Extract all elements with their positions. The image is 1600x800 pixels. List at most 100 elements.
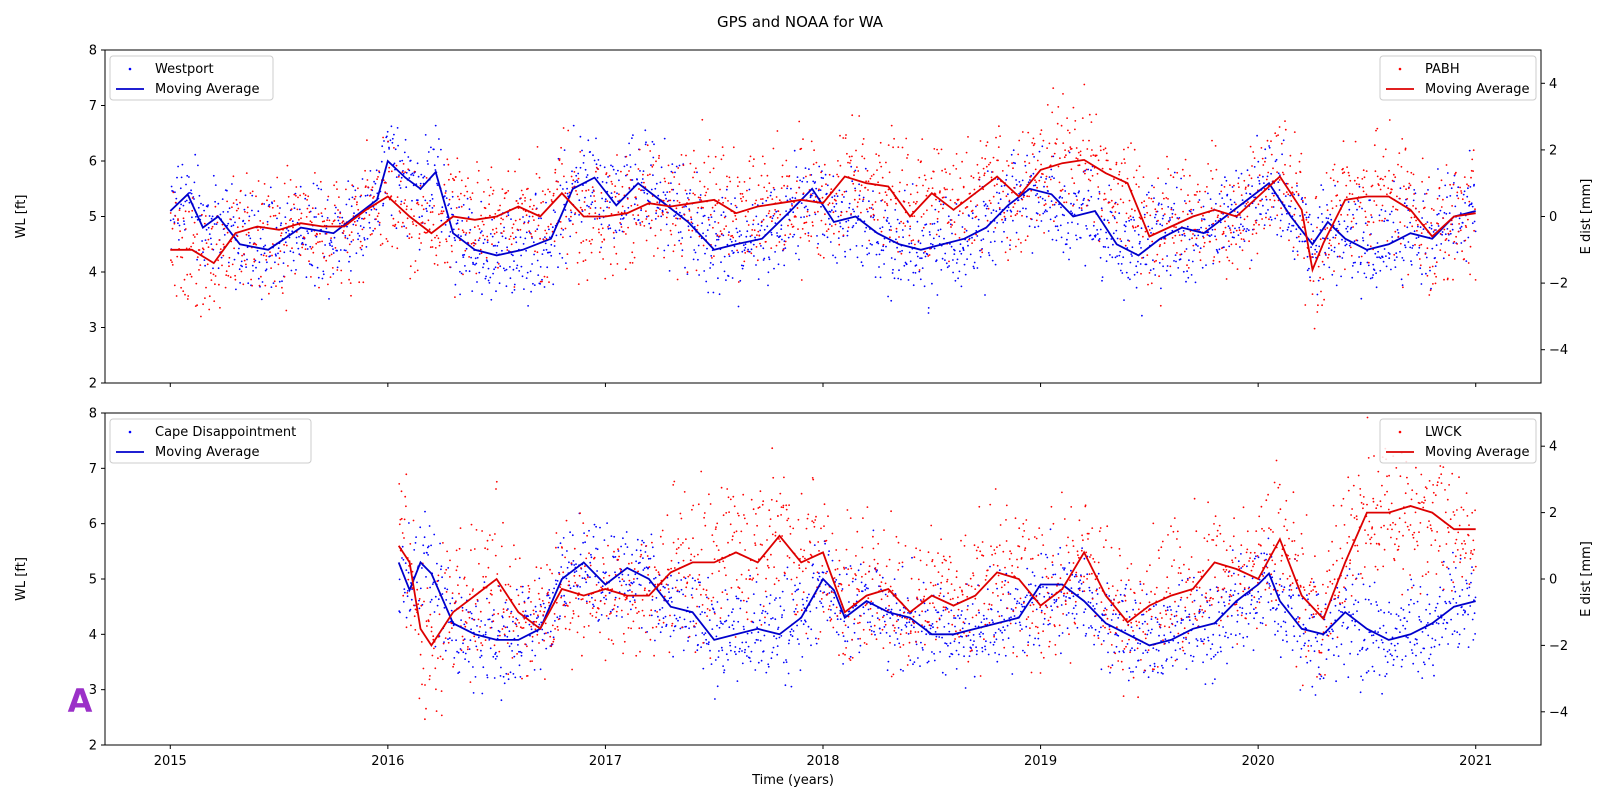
data-point xyxy=(1084,162,1087,165)
data-point xyxy=(1358,185,1361,188)
data-point xyxy=(1387,252,1390,254)
data-point xyxy=(890,257,893,259)
data-point xyxy=(594,212,597,215)
data-point xyxy=(1358,205,1361,208)
data-point xyxy=(1295,236,1298,239)
data-point xyxy=(1075,234,1077,237)
data-point xyxy=(1421,273,1423,276)
data-point xyxy=(987,207,990,210)
data-point xyxy=(1278,126,1281,128)
data-point xyxy=(584,196,586,199)
data-point xyxy=(742,264,745,267)
data-point xyxy=(541,253,544,256)
data-point xyxy=(1060,124,1063,127)
data-point xyxy=(1183,200,1186,202)
data-point xyxy=(569,209,572,212)
data-point xyxy=(390,170,393,173)
data-point xyxy=(246,258,248,261)
data-point xyxy=(451,191,454,193)
data-point xyxy=(1174,234,1177,237)
data-point xyxy=(1314,253,1316,255)
data-point xyxy=(1115,229,1118,232)
data-point xyxy=(607,226,609,228)
data-point xyxy=(304,248,307,251)
data-point xyxy=(756,234,758,237)
data-point xyxy=(372,197,374,199)
data-point xyxy=(443,641,445,643)
data-point xyxy=(1438,195,1441,197)
data-point xyxy=(1423,206,1426,209)
data-point xyxy=(884,209,887,212)
data-point xyxy=(457,672,459,674)
data-point xyxy=(359,225,362,227)
data-point xyxy=(1354,140,1357,143)
data-point xyxy=(520,254,522,257)
data-point xyxy=(916,220,919,223)
data-point xyxy=(1105,152,1108,155)
data-point xyxy=(1146,254,1149,256)
data-point xyxy=(600,234,603,236)
data-point xyxy=(344,236,347,239)
data-point xyxy=(551,226,554,229)
data-point xyxy=(1292,250,1294,253)
data-point xyxy=(923,174,926,177)
data-point xyxy=(766,196,769,199)
data-point xyxy=(507,170,510,173)
data-point xyxy=(1442,217,1445,220)
data-point xyxy=(623,165,626,168)
data-point xyxy=(707,643,710,646)
data-point xyxy=(310,221,313,224)
data-point xyxy=(245,266,248,268)
data-point xyxy=(466,190,469,193)
data-point xyxy=(249,237,252,240)
data-point xyxy=(1280,235,1283,238)
data-point xyxy=(984,214,987,217)
data-point xyxy=(1253,157,1256,160)
data-point xyxy=(721,649,724,652)
data-point xyxy=(652,174,654,177)
data-point xyxy=(834,223,837,226)
data-point xyxy=(1226,193,1229,196)
data-point xyxy=(666,200,669,203)
data-point xyxy=(310,230,313,233)
data-point xyxy=(1274,160,1277,163)
data-point xyxy=(414,260,417,262)
data-point xyxy=(1399,187,1402,190)
data-point xyxy=(1372,263,1375,266)
data-point xyxy=(738,230,741,233)
data-point xyxy=(251,209,253,212)
data-point xyxy=(994,263,997,266)
data-point xyxy=(898,222,901,225)
data-point xyxy=(235,209,238,212)
data-point xyxy=(1074,192,1077,195)
data-point xyxy=(730,649,732,652)
data-point xyxy=(572,585,575,587)
data-point xyxy=(978,185,981,188)
data-point xyxy=(308,204,310,207)
data-point xyxy=(1264,157,1267,160)
data-point xyxy=(811,221,814,224)
data-point xyxy=(285,309,288,312)
data-point xyxy=(798,258,800,261)
data-point xyxy=(820,171,822,174)
data-point xyxy=(683,206,685,208)
data-point xyxy=(229,218,232,221)
data-point xyxy=(1087,199,1090,201)
data-point xyxy=(620,223,622,226)
data-point xyxy=(205,242,208,245)
data-point xyxy=(445,240,448,243)
data-point xyxy=(593,159,596,162)
data-point xyxy=(304,243,307,246)
data-point xyxy=(725,225,727,228)
data-point xyxy=(442,210,445,213)
data-point xyxy=(521,275,524,278)
data-point xyxy=(1044,181,1046,184)
data-point xyxy=(789,233,792,236)
data-point xyxy=(1300,152,1303,155)
data-point xyxy=(413,215,415,218)
data-point xyxy=(947,221,950,224)
data-point xyxy=(731,611,733,614)
data-point xyxy=(1158,202,1160,205)
data-point xyxy=(1289,205,1292,208)
data-point xyxy=(1056,122,1059,125)
